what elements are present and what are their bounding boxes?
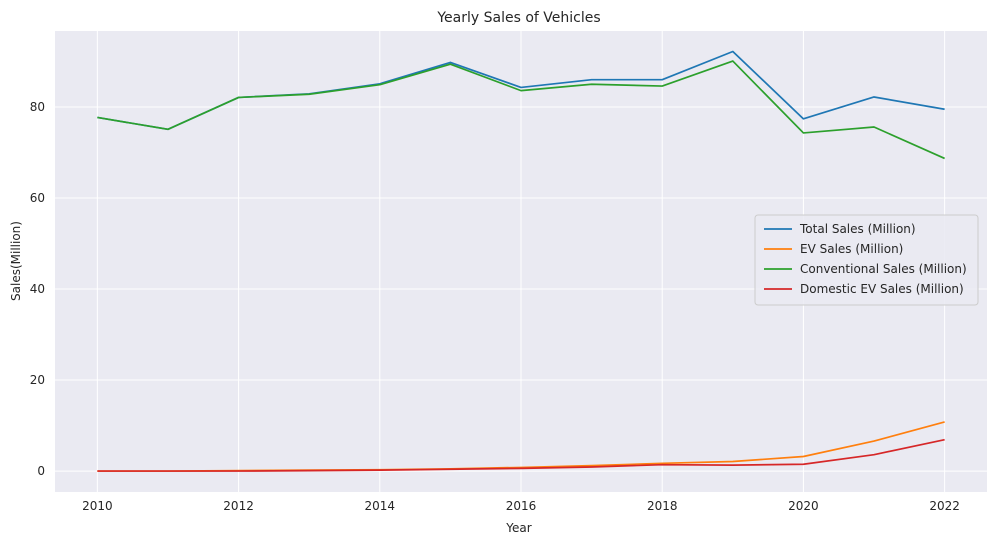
chart-title: Yearly Sales of Vehicles: [436, 10, 600, 26]
legend-label: Total Sales (Million): [799, 222, 916, 236]
legend-label: Conventional Sales (Million): [800, 262, 967, 276]
series-line-4: [97, 438, 945, 472]
legend-label: Domestic EV Sales (Million): [800, 282, 964, 296]
x-tick-label: 2022: [929, 499, 960, 513]
x-tick-label: 2020: [788, 499, 819, 513]
y-tick-label: 20: [30, 373, 45, 387]
x-tick-label: 2014: [365, 499, 396, 513]
x-axis-label: Year: [505, 521, 531, 535]
series-line-3: [97, 60, 945, 160]
y-axis-label: Sales(Million): [9, 221, 23, 301]
x-tick-label: 2016: [506, 499, 537, 513]
x-tick-label: 2010: [82, 499, 113, 513]
y-tick-label: 80: [30, 100, 45, 114]
y-tick-label: 40: [30, 282, 45, 296]
x-tick-label: 2018: [647, 499, 678, 513]
y-tick-labels: 0 20 40 60 80: [30, 100, 45, 478]
legend: Total Sales (Million) EV Sales (Million) C…: [754, 214, 979, 306]
legend-label: EV Sales (Million): [800, 242, 903, 256]
y-tick-label: 60: [30, 191, 45, 205]
x-tick-label: 2012: [223, 499, 254, 513]
series-lines: [97, 50, 945, 472]
y-tick-label: 0: [37, 464, 45, 478]
x-tick-labels: 2010 2012 2014 2016 2018 2020 2022: [82, 499, 960, 513]
legend-box: [754, 214, 979, 306]
